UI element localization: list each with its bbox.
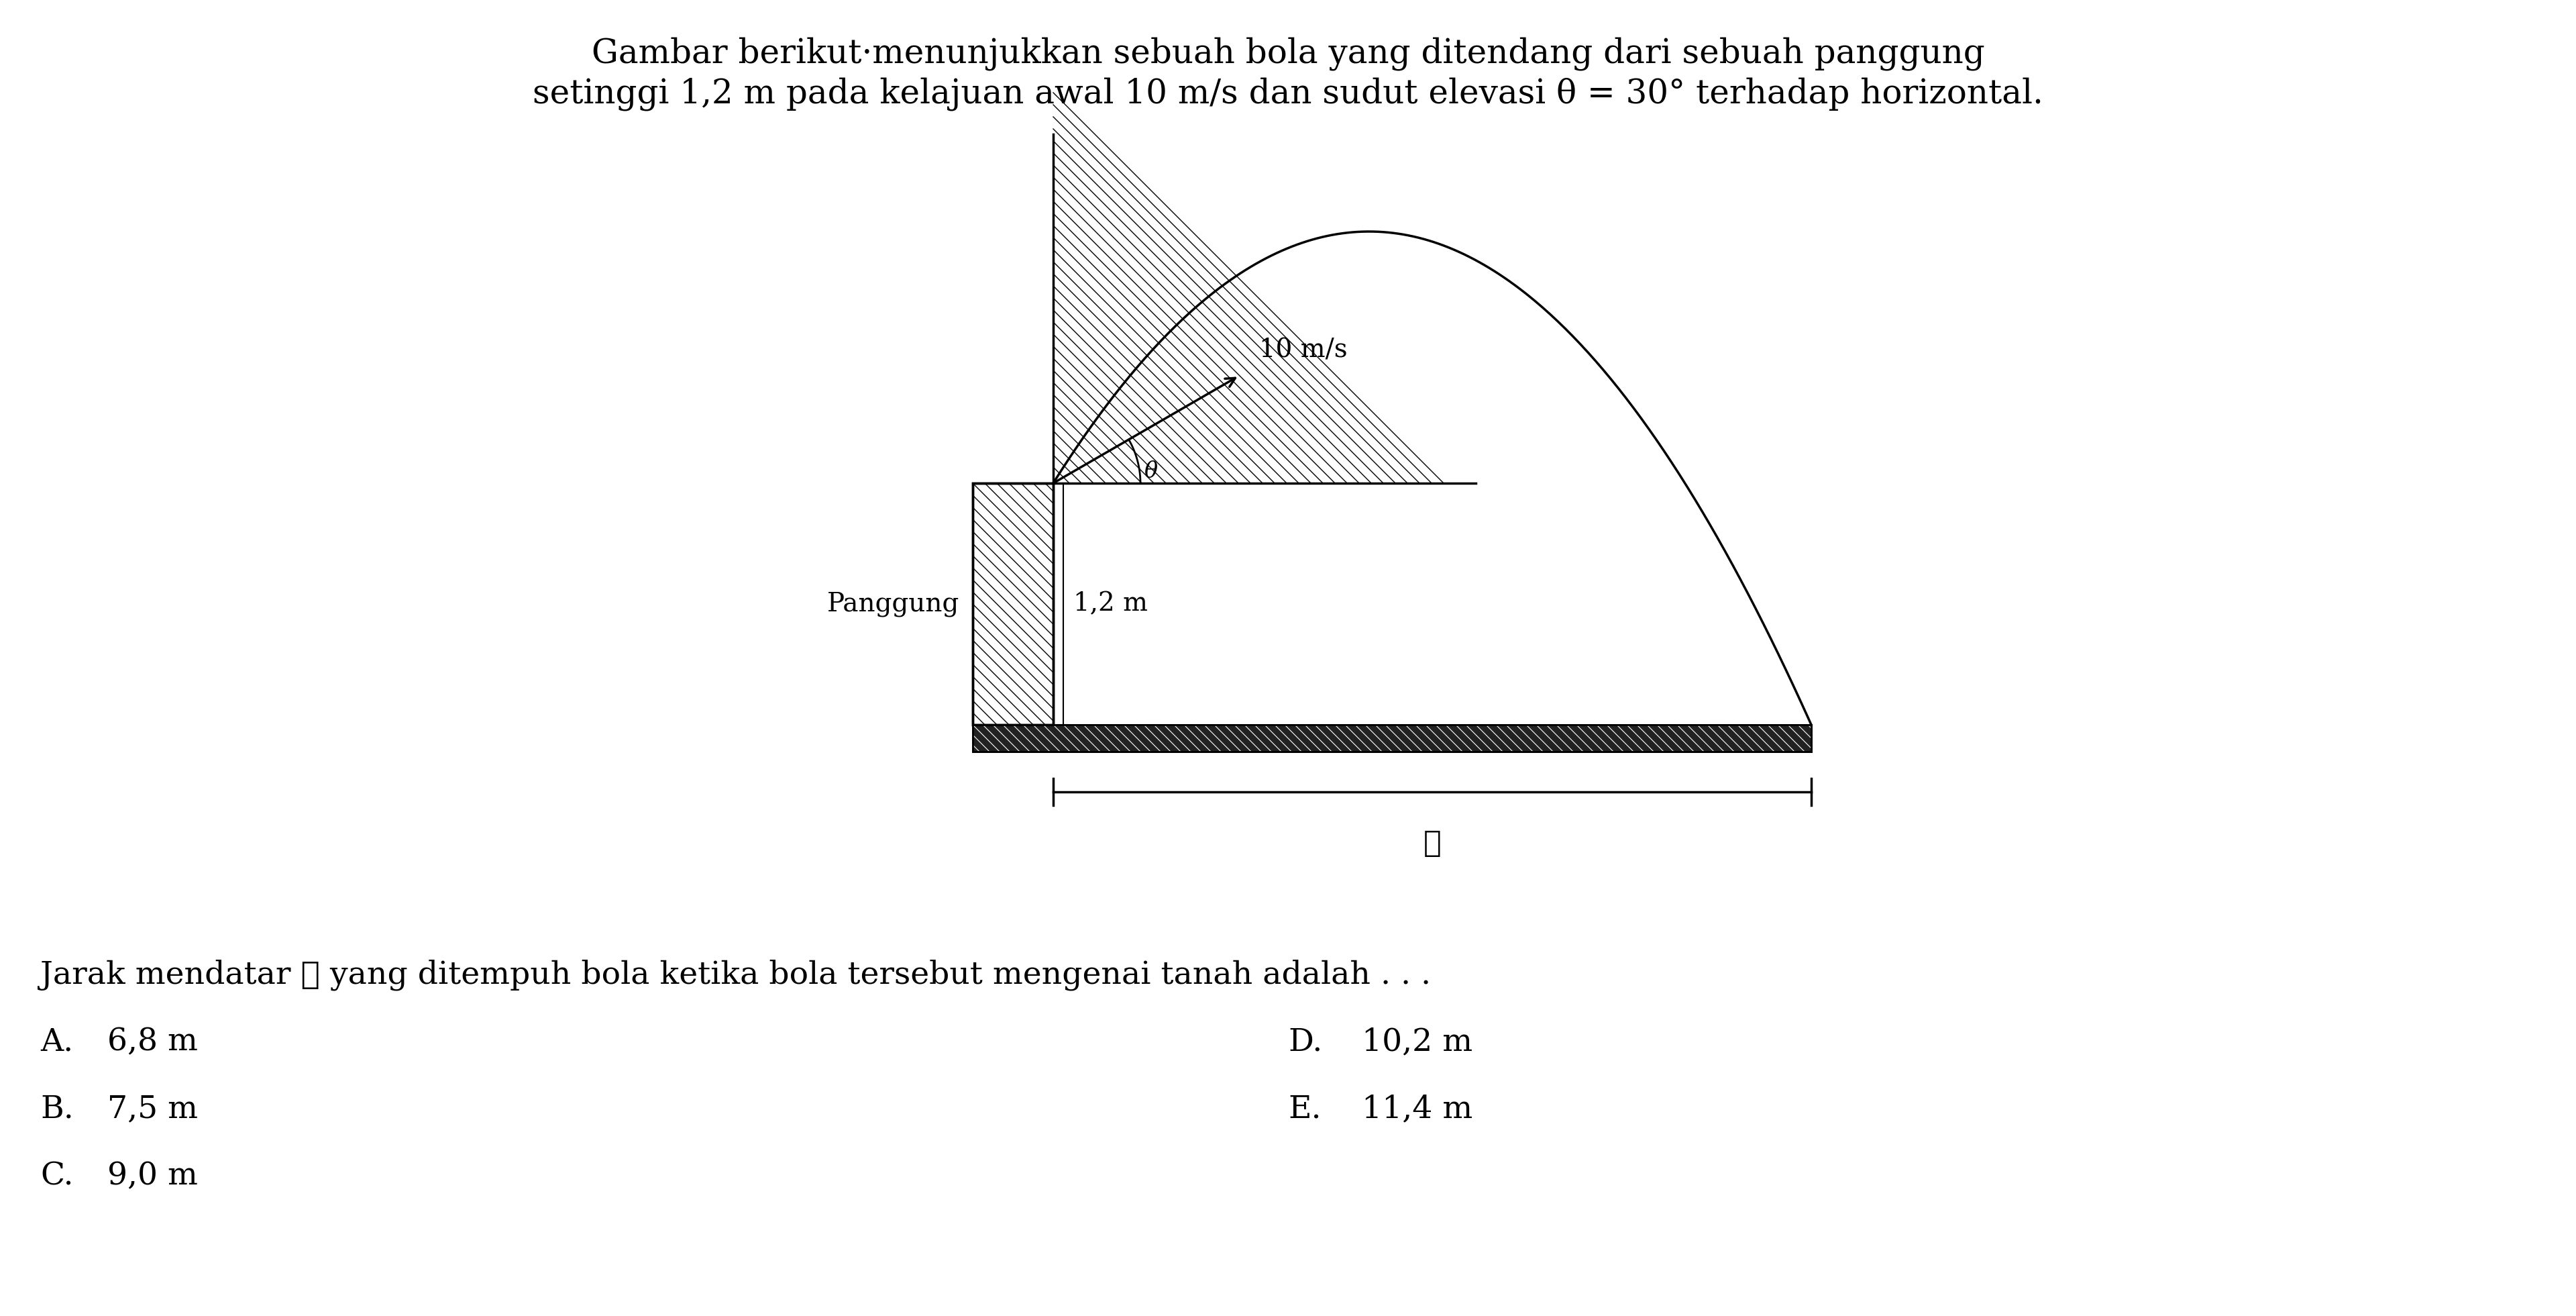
- Text: 10,2 m: 10,2 m: [1363, 1026, 1473, 1057]
- Text: 1,2 m: 1,2 m: [1074, 592, 1149, 616]
- Text: θ: θ: [1144, 461, 1157, 483]
- Text: E.: E.: [1288, 1094, 1321, 1124]
- Text: 7,5 m: 7,5 m: [108, 1094, 198, 1124]
- Text: Jarak mendatar ℓ yang ditempuh bola ketika bola tersebut mengenai tanah adalah .: Jarak mendatar ℓ yang ditempuh bola keti…: [41, 959, 1430, 991]
- Bar: [974, 483, 1054, 725]
- Text: B.: B.: [41, 1094, 75, 1124]
- Text: 10 m/s: 10 m/s: [1260, 338, 1347, 362]
- Text: Panggung: Panggung: [827, 591, 958, 617]
- Text: Gambar berikut·menunjukkan sebuah bola yang ditendang dari sebuah panggung: Gambar berikut·menunjukkan sebuah bola y…: [592, 37, 1984, 71]
- Text: ℓ: ℓ: [1425, 829, 1440, 858]
- FancyBboxPatch shape: [974, 483, 1054, 725]
- Text: D.: D.: [1288, 1026, 1321, 1057]
- Text: A.: A.: [41, 1026, 72, 1057]
- Text: setinggi 1,2 m pada kelajuan awal 10 m/s dan sudut elevasi θ = 30° terhadap hori: setinggi 1,2 m pada kelajuan awal 10 m/s…: [533, 78, 2043, 111]
- Text: 11,4 m: 11,4 m: [1363, 1094, 1473, 1124]
- Text: 9,0 m: 9,0 m: [108, 1161, 198, 1191]
- Bar: [974, 725, 1811, 751]
- Text: 6,8 m: 6,8 m: [108, 1026, 198, 1057]
- Text: C.: C.: [41, 1161, 75, 1191]
- Bar: [974, 725, 1811, 751]
